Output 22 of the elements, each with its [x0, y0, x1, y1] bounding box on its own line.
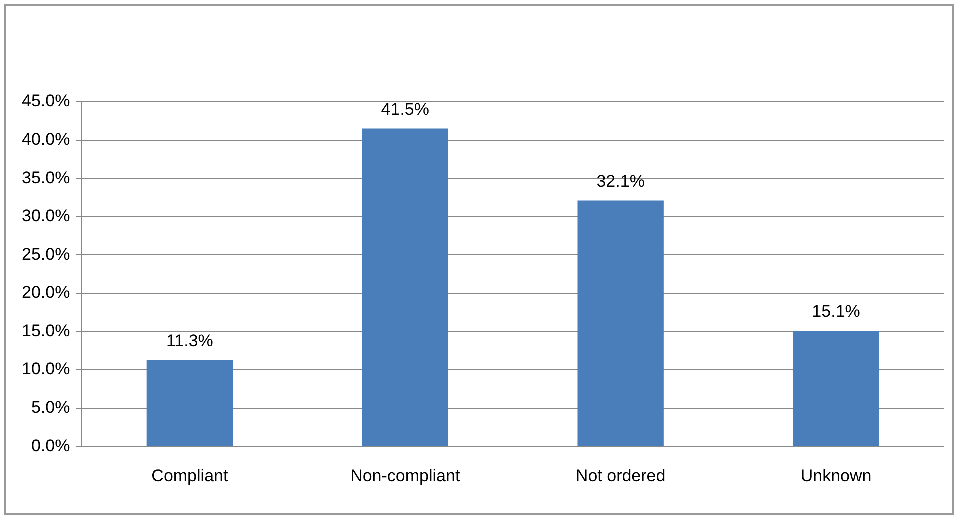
bar	[793, 330, 880, 446]
data-label: 32.1%	[596, 172, 645, 191]
y-tick-label: 20.0%	[22, 283, 70, 302]
x-tick-label: Compliant	[152, 466, 228, 486]
x-tick-label: Not ordered	[576, 466, 666, 486]
y-tick-label: 15.0%	[22, 321, 70, 340]
x-tick-label: Non-compliant	[350, 466, 460, 486]
bar	[578, 200, 664, 446]
y-tick-label: 5.0%	[31, 398, 70, 417]
y-tick-label: 30.0%	[22, 206, 70, 226]
y-tick-label: 45.0%	[22, 92, 70, 111]
y-tick-label: 35.0%	[22, 168, 70, 188]
y-tick-label: 40.0%	[22, 130, 70, 149]
data-label: 15.1%	[812, 302, 860, 322]
bar	[146, 360, 234, 446]
data-label: 41.5%	[381, 100, 430, 119]
bar	[362, 128, 448, 446]
data-label: 11.3%	[166, 331, 214, 350]
x-tick-label: Unknown	[800, 466, 872, 486]
y-tick-label: 25.0%	[22, 244, 70, 264]
y-tick-label: 0.0%	[31, 436, 70, 456]
y-tick-label: 10.0%	[22, 360, 70, 379]
